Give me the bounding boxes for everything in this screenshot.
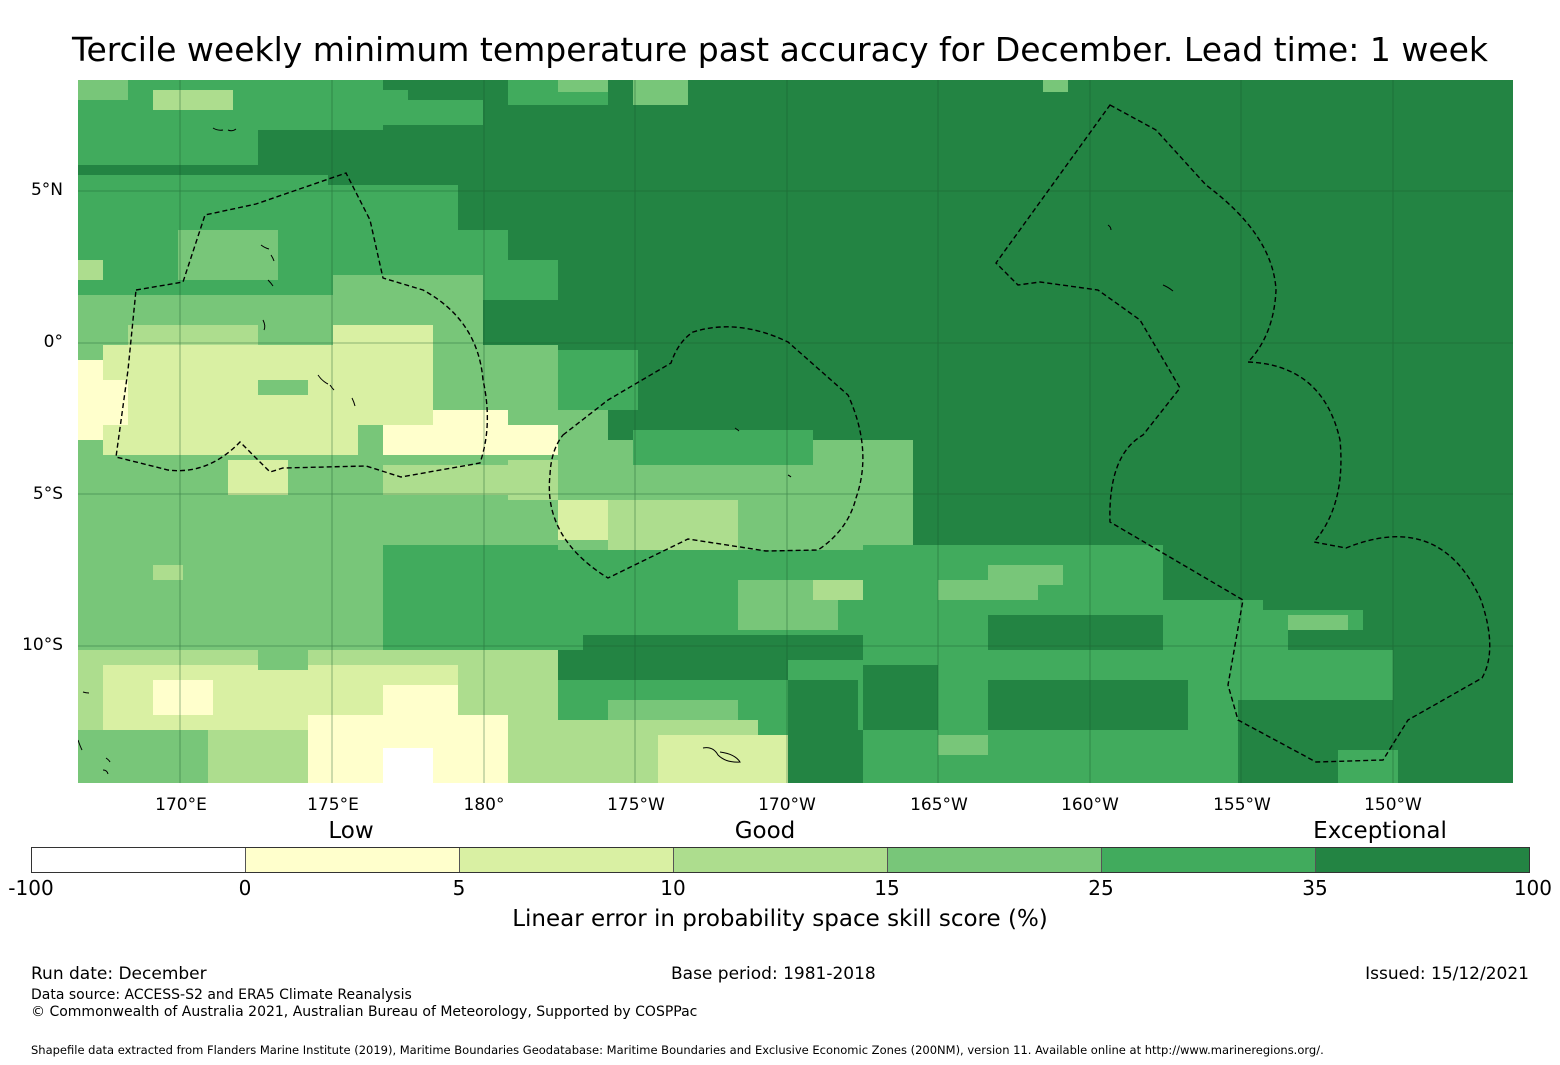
lon-label-165w: 165°W [910,795,968,815]
map-canvas [78,80,1513,783]
copyright: © Commonwealth of Australia 2021, Austra… [31,1004,698,1020]
lon-label-175w: 175°W [607,795,665,815]
colorbar-tick: -100 [8,876,54,900]
skill-grid [78,80,1398,783]
lat-label-5n: 5°N [30,180,63,200]
category-low: Low [328,818,374,844]
colorbar-tick: 35 [1302,876,1328,900]
lon-label-150w: 150°W [1364,795,1422,815]
category-exceptional: Exceptional [1313,818,1447,844]
colorbar-segment [460,848,674,872]
base-period: Base period: 1981-2018 [671,964,876,984]
colorbar [31,847,1530,873]
shapefile-credit: Shapefile data extracted from Flanders M… [31,1043,1324,1057]
run-date: Run date: December [31,964,207,984]
colorbar-tick: 0 [238,876,252,900]
category-good: Good [734,818,796,844]
colorbar-tick: 100 [1513,876,1552,900]
islands [78,127,1174,775]
colorbar-segment [246,848,460,872]
colorbar-segment [1316,848,1529,872]
lat-label-5s: 5°S [32,484,63,504]
lon-label-170w: 170°W [758,795,816,815]
chart-title: Tercile weekly minimum temperature past … [71,30,1489,69]
graticule [78,80,1513,783]
skill-map [78,80,1513,783]
lon-label-155w: 155°W [1213,795,1271,815]
lon-label-160w: 160°W [1061,795,1119,815]
lon-label-180: 180° [463,795,505,815]
colorbar-label: Linear error in probability space skill … [512,906,1048,932]
colorbar-tick: 5 [452,876,466,900]
colorbar-tick: 15 [874,876,900,900]
lon-label-175e: 175°E [307,795,359,815]
colorbar-segment [888,848,1102,872]
colorbar-segment [674,848,888,872]
colorbar-segment [32,848,246,872]
issued-date: Issued: 15/12/2021 [1365,964,1529,984]
lat-label-10s: 10°S [22,635,63,655]
colorbar-tick: 25 [1088,876,1114,900]
colorbar-tick: 10 [660,876,686,900]
colorbar-segment [1102,848,1316,872]
lon-label-170e: 170°E [155,795,207,815]
eez-boundaries [115,104,1491,763]
lat-label-equator: 0° [43,332,63,352]
data-source: Data source: ACCESS-S2 and ERA5 Climate … [31,987,412,1003]
